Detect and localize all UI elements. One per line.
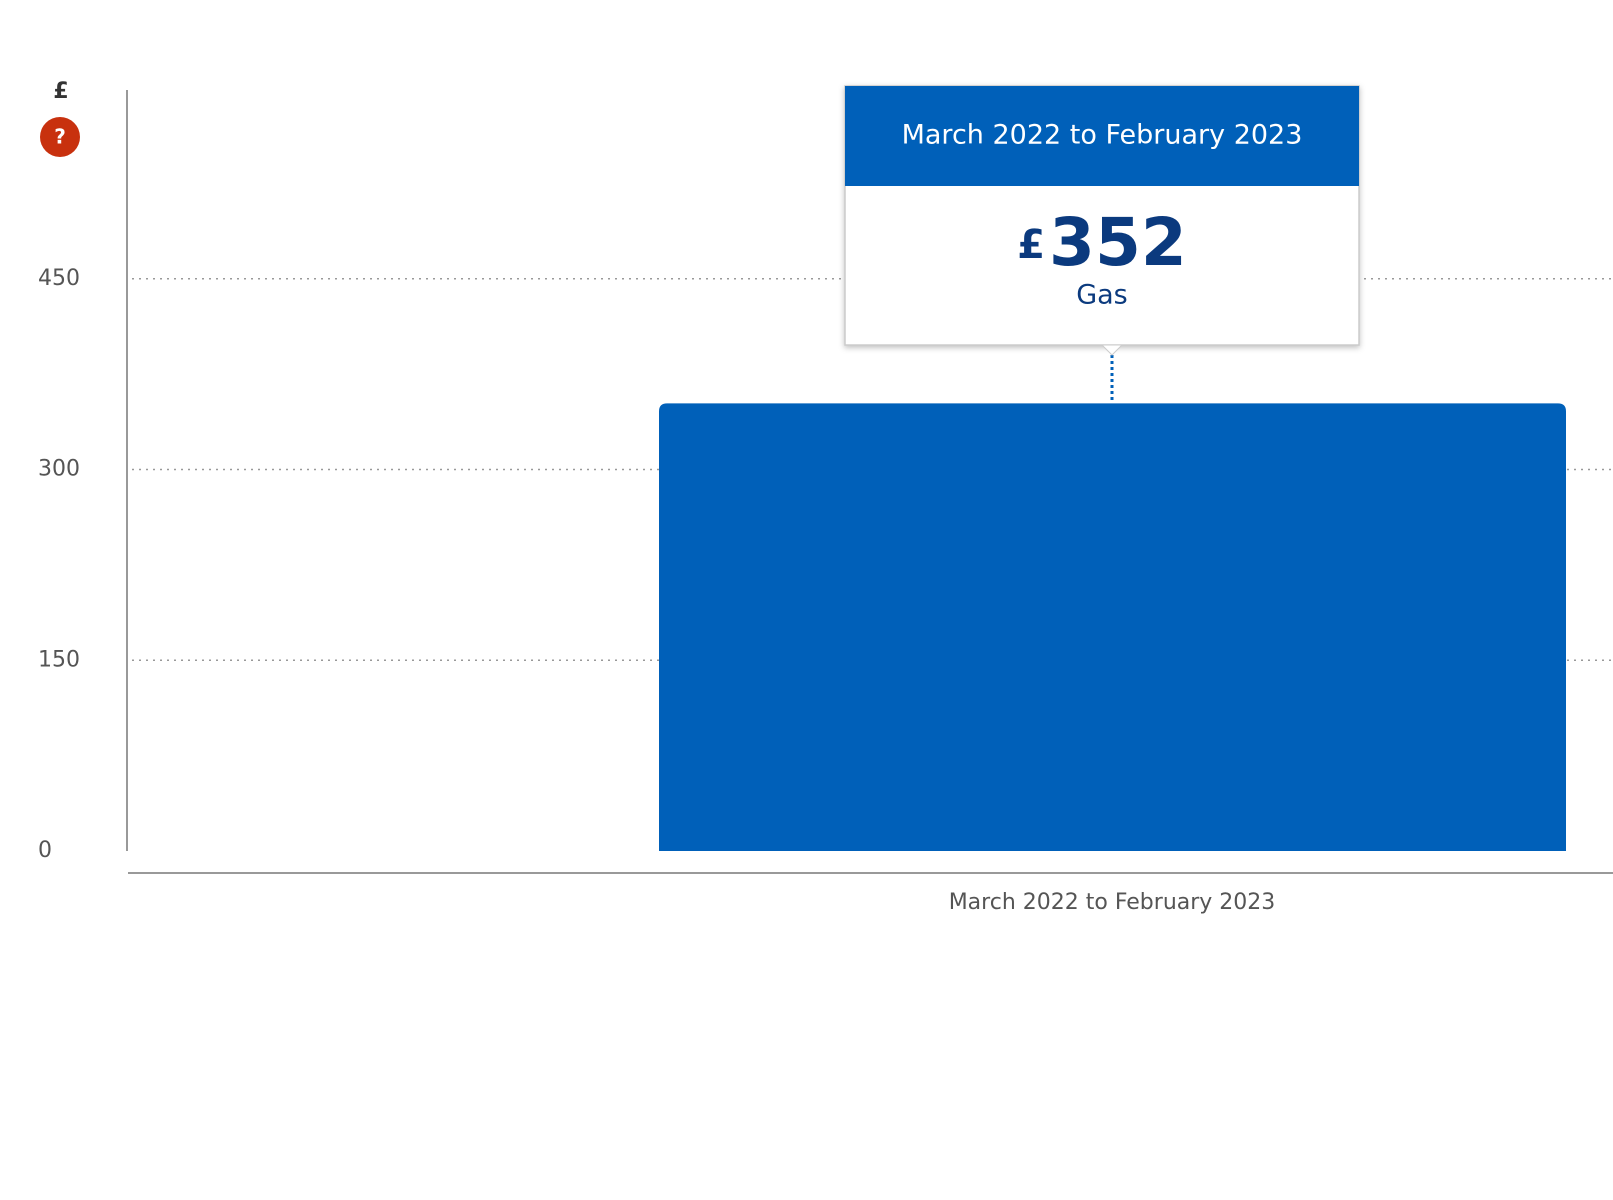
x-tick-label: March 2022 to February 2023 [949,890,1276,915]
tooltip-currency: £ [1017,222,1045,268]
tooltip-value: £352 [1017,204,1187,281]
tooltip-arrow [1100,344,1124,356]
tooltip-header [845,86,1359,186]
y-tick-label: 450 [38,266,80,291]
y-tick-label: 150 [38,647,80,672]
bar [659,403,1566,851]
help-icon-text[interactable]: ? [54,125,66,149]
y-tick-label: 300 [38,457,80,482]
tooltip-number: 352 [1049,204,1187,281]
y-axis-unit: £ [53,79,68,104]
help-icon[interactable] [40,117,80,157]
tooltip-title: March 2022 to February 2023 [902,120,1303,151]
tooltip-series-name: Gas [1076,280,1128,311]
y-tick-label: 0 [38,838,52,863]
